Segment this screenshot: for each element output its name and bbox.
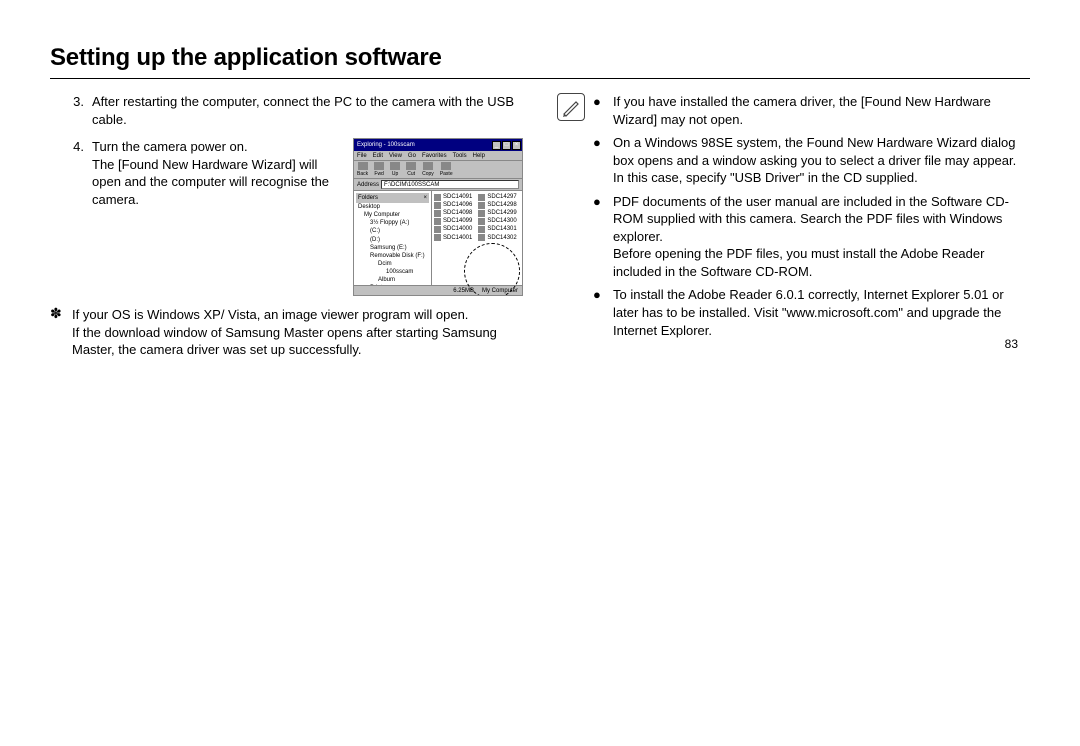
- address-input[interactable]: F:\DCIM\100SSCAM: [381, 180, 519, 189]
- file-label: SDC14297: [487, 193, 516, 201]
- tip-icon: [557, 93, 585, 121]
- step-4-line2: The [Found New Hardware Wizard] will ope…: [92, 156, 343, 209]
- bullet-dot: ●: [593, 134, 605, 187]
- tree-item[interactable]: Removable Disk (F:): [356, 252, 429, 260]
- tool-copy[interactable]: Copy: [422, 162, 434, 178]
- page-number: 83: [1005, 337, 1018, 351]
- file-icon: [434, 226, 441, 233]
- explorer-statusbar: 6.25MB My Computer: [354, 285, 522, 295]
- menu-tools[interactable]: Tools: [453, 152, 467, 160]
- note-icon: ✽: [50, 306, 64, 320]
- menu-edit[interactable]: Edit: [373, 152, 383, 160]
- file-label: SDC14300: [487, 217, 516, 225]
- file-list[interactable]: SDC14091SDC14096SDC14098SDC14099SDC14000…: [432, 191, 522, 285]
- menu-go[interactable]: Go: [408, 152, 416, 160]
- menu-file[interactable]: File: [357, 152, 367, 160]
- file-item[interactable]: SDC14096: [434, 201, 472, 209]
- address-label: Address: [357, 181, 379, 189]
- file-icon: [434, 218, 441, 225]
- menu-help[interactable]: Help: [473, 152, 485, 160]
- tool-up[interactable]: Up: [390, 162, 400, 178]
- status-location: My Computer: [482, 287, 518, 295]
- bullet-dot: ●: [593, 286, 605, 339]
- tree-item[interactable]: 100sscam: [356, 268, 429, 276]
- menu-view[interactable]: View: [389, 152, 402, 160]
- file-label: SDC14096: [443, 201, 472, 209]
- tip-bullet-4: To install the Adobe Reader 6.0.1 correc…: [613, 286, 1030, 339]
- tree-item[interactable]: (D:): [356, 236, 429, 244]
- tree-item[interactable]: Printers: [356, 284, 429, 285]
- bullet-dot: ●: [593, 193, 605, 281]
- tree-item[interactable]: (C:): [356, 227, 429, 235]
- right-column: ●If you have installed the camera driver…: [557, 93, 1030, 359]
- heading-rule: [50, 78, 1030, 79]
- note-line2: If the download window of Samsung Master…: [72, 324, 523, 359]
- step-4-line1: Turn the camera power on.: [92, 138, 343, 156]
- menu-favorites[interactable]: Favorites: [422, 152, 447, 160]
- tool-back[interactable]: Back: [357, 162, 368, 178]
- file-item[interactable]: SDC14098: [434, 209, 472, 217]
- file-icon: [434, 194, 441, 201]
- explorer-addressbar: Address F:\DCIM\100SSCAM: [354, 179, 522, 191]
- explorer-menubar: File Edit View Go Favorites Tools Help: [354, 151, 522, 161]
- tool-forward[interactable]: Fwd: [374, 162, 384, 178]
- file-icon: [434, 234, 441, 241]
- file-item[interactable]: SDC14099: [434, 217, 472, 225]
- explorer-toolbar: Back Fwd Up Cut Copy Paste: [354, 161, 522, 179]
- file-icon: [478, 234, 485, 241]
- step-number-3: 3.: [50, 93, 92, 111]
- file-label: SDC14091: [443, 193, 472, 201]
- file-label: SDC14000: [443, 225, 472, 233]
- status-size: 6.25MB: [453, 287, 474, 295]
- file-item[interactable]: SDC14297: [478, 193, 516, 201]
- explorer-window: Exploring - 100sscam _ □ × File Edit Vie…: [353, 138, 523, 296]
- tree-item[interactable]: 3½ Floppy (A:): [356, 219, 429, 227]
- file-item[interactable]: SDC14298: [478, 201, 516, 209]
- tree-item[interactable]: Album: [356, 276, 429, 284]
- minimize-button[interactable]: _: [492, 141, 501, 150]
- file-label: SDC14298: [487, 201, 516, 209]
- tree-item[interactable]: Dcim: [356, 260, 429, 268]
- tree-item[interactable]: My Computer: [356, 211, 429, 219]
- tree-item[interactable]: Samsung (E:): [356, 244, 429, 252]
- explorer-titlebar: Exploring - 100sscam _ □ ×: [354, 139, 522, 151]
- file-icon: [478, 194, 485, 201]
- left-column: 3. After restarting the computer, connec…: [50, 93, 523, 359]
- tool-cut[interactable]: Cut: [406, 162, 416, 178]
- file-item[interactable]: SDC14301: [478, 225, 516, 233]
- file-label: SDC14098: [443, 209, 472, 217]
- file-label: SDC14299: [487, 209, 516, 217]
- file-item[interactable]: SDC14300: [478, 217, 516, 225]
- file-icon: [478, 202, 485, 209]
- file-item[interactable]: SDC14302: [478, 234, 516, 242]
- page-heading: Setting up the application software: [50, 44, 1030, 72]
- maximize-button[interactable]: □: [502, 141, 511, 150]
- file-item[interactable]: SDC14091: [434, 193, 472, 201]
- file-label: SDC14099: [443, 217, 472, 225]
- file-item[interactable]: SDC14001: [434, 234, 472, 242]
- file-icon: [478, 210, 485, 217]
- folder-tree[interactable]: Folders× DesktopMy Computer3½ Floppy (A:…: [354, 191, 432, 285]
- tree-item[interactable]: Desktop: [356, 203, 429, 211]
- file-icon: [434, 210, 441, 217]
- tool-paste[interactable]: Paste: [440, 162, 453, 178]
- bullet-dot: ●: [593, 93, 605, 128]
- file-item[interactable]: SDC14299: [478, 209, 516, 217]
- step-number-4: 4.: [50, 138, 92, 156]
- file-icon: [478, 218, 485, 225]
- file-icon: [434, 202, 441, 209]
- file-label: SDC14001: [443, 234, 472, 242]
- file-icon: [478, 226, 485, 233]
- tip-bullet-1: If you have installed the camera driver,…: [613, 93, 1030, 128]
- step-3-text: After restarting the computer, connect t…: [92, 93, 523, 128]
- close-button[interactable]: ×: [512, 141, 521, 150]
- note-line1: If your OS is Windows XP/ Vista, an imag…: [72, 306, 523, 324]
- file-label: SDC14301: [487, 225, 516, 233]
- tip-bullet-3: PDF documents of the user manual are inc…: [613, 193, 1030, 281]
- tip-bullet-2: On a Windows 98SE system, the Found New …: [613, 134, 1030, 187]
- file-item[interactable]: SDC14000: [434, 225, 472, 233]
- explorer-title: Exploring - 100sscam: [357, 141, 415, 149]
- file-label: SDC14302: [487, 234, 516, 242]
